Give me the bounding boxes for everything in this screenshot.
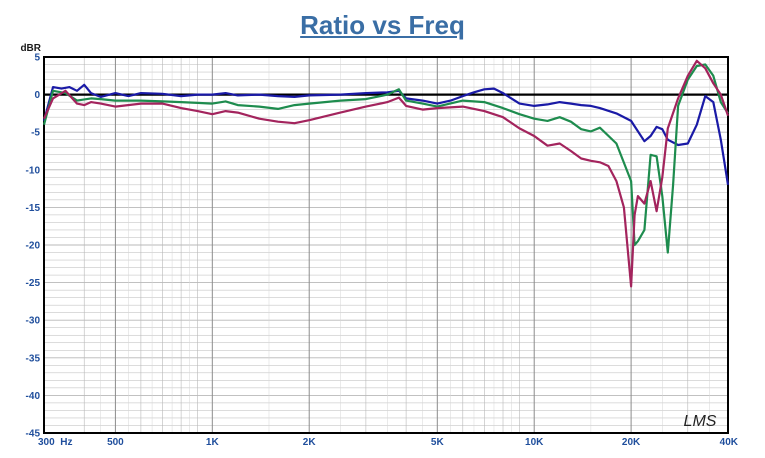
series-line-2 — [42, 63, 729, 254]
x-tick-label: 5K — [431, 437, 445, 448]
watermark-text: LMS — [684, 413, 717, 430]
series-line-1 — [42, 83, 730, 185]
x-tick-label: 300 Hz — [38, 437, 72, 448]
y-tick-label: -15 — [26, 203, 41, 214]
y-tick-label: -30 — [26, 316, 41, 327]
y-tick-label: -45 — [26, 429, 41, 440]
x-tick-label: 1K — [206, 437, 220, 448]
y-tick-label: -5 — [31, 128, 40, 139]
y-tick-label: -25 — [26, 278, 41, 289]
y-axis-label: dBR — [20, 43, 41, 54]
plot-frame — [43, 56, 729, 434]
y-tick-label: 0 — [34, 90, 40, 101]
y-tick-label: -20 — [26, 241, 41, 252]
series-line-3 — [42, 59, 730, 288]
chart-title: Ratio vs Freq — [300, 10, 465, 40]
x-tick-label: 500 — [107, 437, 124, 448]
y-tick-label: -10 — [26, 165, 41, 176]
x-tick-label: 2K — [303, 437, 317, 448]
y-tick-label: -40 — [26, 391, 41, 402]
x-tick-label: 20K — [622, 437, 641, 448]
x-tick-label: 10K — [525, 437, 544, 448]
y-tick-label: -35 — [26, 353, 41, 364]
y-tick-label: 5 — [34, 53, 40, 64]
x-tick-label: 40K — [720, 437, 739, 448]
